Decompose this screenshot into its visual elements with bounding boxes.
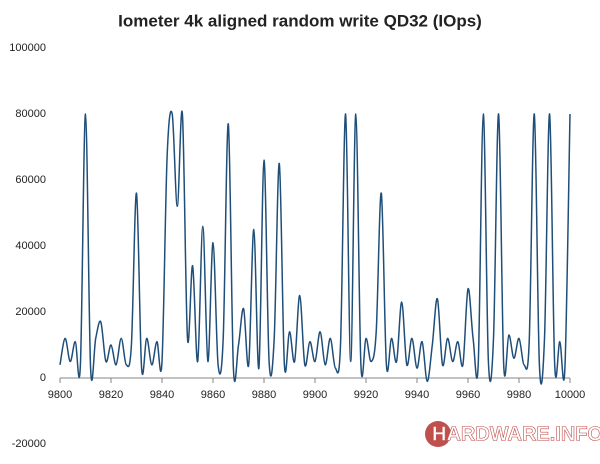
x-tick-label: 9820 [99, 389, 123, 401]
x-tick-label: 10000 [555, 389, 586, 401]
y-tick-label: -20000 [12, 438, 46, 450]
x-tick-label: 9860 [201, 389, 225, 401]
y-tick-label: 20000 [15, 306, 46, 318]
x-tick-label: 9920 [354, 389, 378, 401]
chart-title: Iometer 4k aligned random write QD32 (IO… [118, 11, 482, 30]
x-tick-label: 9940 [405, 389, 429, 401]
x-tick-label: 9880 [252, 389, 276, 401]
x-tick-label: 9800 [48, 389, 72, 401]
x-tick-label: 9900 [303, 389, 327, 401]
x-tick-label: 9960 [456, 389, 480, 401]
y-tick-label: 40000 [15, 240, 46, 252]
x-tick-label: 9980 [507, 389, 531, 401]
y-tick-label: 60000 [15, 174, 46, 186]
y-tick-label: 0 [40, 372, 46, 384]
x-tick-label: 9840 [150, 389, 174, 401]
watermark-logo [425, 421, 451, 447]
y-tick-label: 80000 [15, 108, 46, 120]
data-line [59, 110, 571, 385]
y-tick-label: 100000 [9, 42, 46, 54]
watermark: HARDWARE.INFO [432, 423, 600, 445]
